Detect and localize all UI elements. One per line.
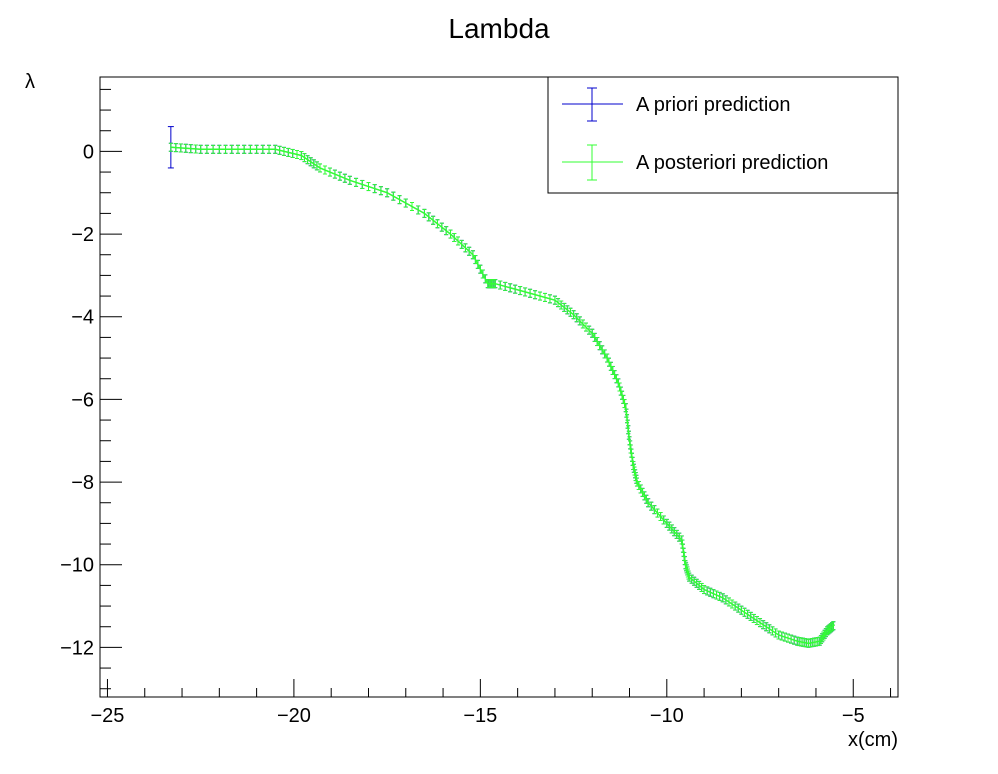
y-tick-label: −6 [71, 389, 94, 411]
chart-title: Lambda [448, 13, 550, 44]
legend-box [547, 76, 899, 194]
plot-frame [99, 76, 899, 698]
legend: A priori prediction A posteriori predict… [547, 76, 899, 194]
x-axis-label: x(cm) [848, 729, 898, 751]
y-axis-label: λ [25, 71, 35, 93]
x-tick-label: −15 [463, 705, 497, 727]
legend-item-a-priori: A priori prediction [562, 87, 791, 122]
y-tick-label: 0 [83, 141, 94, 163]
series-a-posteriori [168, 142, 836, 648]
series-layer [167, 126, 836, 648]
x-tick-label: −10 [650, 705, 684, 727]
x-tick-label: −5 [842, 705, 865, 727]
y-tick-label: −10 [60, 555, 94, 577]
series-a-priori [167, 126, 836, 648]
legend-item-a-posteriori: A posteriori prediction [562, 144, 828, 181]
legend-label-a-posteriori: A posteriori prediction [636, 152, 828, 174]
y-tick-label: −4 [71, 307, 94, 329]
y-tick-label: −8 [71, 472, 94, 494]
legend-label-a-priori: A priori prediction [636, 94, 791, 116]
series-line [170, 146, 835, 644]
axis-ticks: −25 −20 −15 −10 −5 0 −2 −4 −6 −8 −10 −12 [60, 88, 892, 727]
x-tick-label: −20 [277, 705, 311, 727]
y-tick-label: −12 [60, 637, 94, 659]
x-tick-label: −25 [90, 705, 124, 727]
y-tick-label: −2 [71, 224, 94, 246]
series-line [170, 146, 836, 645]
